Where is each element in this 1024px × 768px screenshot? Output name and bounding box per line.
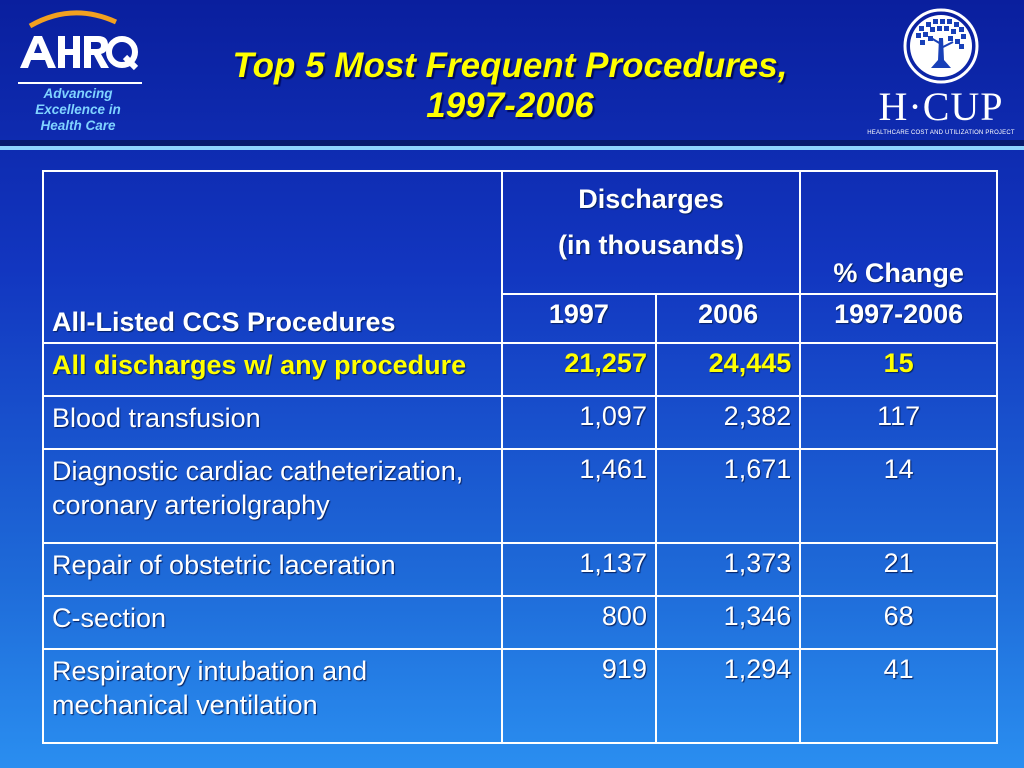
value-2006: 1,346: [654, 595, 802, 651]
slide-title: Top 5 Most Frequent Procedures, 1997-200…: [150, 46, 870, 126]
row-label: Blood transfusion: [42, 395, 503, 451]
table-row: Repair of obstetric laceration 1,137 1,3…: [42, 542, 998, 598]
col-header-change: % Change: [799, 170, 998, 295]
row-label: Repair of obstetric laceration: [42, 542, 503, 598]
header-divider-light: [0, 146, 1024, 150]
table-row: Diagnostic cardiac catheterization, coro…: [42, 448, 998, 545]
value-1997: 1,461: [500, 448, 657, 545]
row-label: Diagnostic cardiac catheterization, coro…: [42, 448, 503, 545]
table-row: C-section 800 1,346 68: [42, 595, 998, 651]
col-header-discharges-line2: (in thousands): [558, 230, 745, 260]
row-label: Respiratory intubation and mechanical ve…: [42, 648, 503, 744]
value-change: 15: [799, 342, 998, 398]
value-1997: 919: [500, 648, 657, 744]
ahrq-tagline-line: Health Care: [40, 118, 116, 133]
slide-title-line2: 1997-2006: [426, 86, 594, 125]
value-change: 21: [799, 542, 998, 598]
header-divider-dark: [0, 140, 1024, 146]
table-row: Blood transfusion 1,097 2,382 117: [42, 395, 998, 451]
value-1997: 800: [500, 595, 657, 651]
ahrq-tagline: Advancing Excellence in Health Care: [8, 86, 148, 134]
ahrq-logo: [20, 10, 138, 71]
col-header-period: 1997-2006: [799, 292, 998, 345]
hcup-tree-icon: [903, 8, 979, 84]
table-row-total: All discharges w/ any procedure 21,257 2…: [42, 342, 998, 398]
col-header-discharges-line1: Discharges: [578, 184, 724, 214]
ahrq-divider: [18, 82, 142, 84]
value-2006: 2,382: [654, 395, 802, 451]
row-label: All discharges w/ any procedure: [42, 342, 503, 398]
value-2006: 1,373: [654, 542, 802, 598]
value-2006: 1,294: [654, 648, 802, 744]
table-header-row: All-Listed CCS Procedures Discharges (in…: [42, 169, 998, 345]
procedures-table: All-Listed CCS Procedures Discharges (in…: [42, 169, 998, 744]
table-subheader-row: 1997 2006 1997-2006: [43, 292, 998, 345]
col-header-2006: 2006: [654, 292, 802, 345]
row-label: C-section: [42, 595, 503, 651]
value-1997: 1,137: [500, 542, 657, 598]
slide-title-line1: Top 5 Most Frequent Procedures,: [232, 46, 788, 85]
value-change: 68: [799, 595, 998, 651]
value-change: 14: [799, 448, 998, 545]
col-header-1997: 1997: [500, 292, 657, 345]
hcup-name: H·CUP: [878, 84, 1004, 129]
value-2006: 24,445: [654, 342, 802, 398]
ahrq-tagline-line: Excellence in: [35, 102, 121, 117]
ahrq-tagline-line: Advancing: [43, 86, 113, 101]
value-1997: 21,257: [500, 342, 657, 398]
value-2006: 1,671: [654, 448, 802, 545]
value-change: 117: [799, 395, 998, 451]
col-header-discharges: Discharges (in thousands): [500, 170, 802, 295]
table-row: Respiratory intubation and mechanical ve…: [42, 648, 998, 744]
ahrq-logo-block: Advancing Excellence in Health Care: [8, 8, 142, 138]
hcup-logo-block: H·CUP HEALTHCARE COST AND UTILIZATION PR…: [866, 8, 1016, 138]
hcup-subtitle: HEALTHCARE COST AND UTILIZATION PROJECT: [867, 130, 1015, 136]
col-header-procedures: All-Listed CCS Procedures: [42, 169, 503, 345]
value-1997: 1,097: [500, 395, 657, 451]
slide-header: Advancing Excellence in Health Care Top …: [0, 0, 1024, 148]
value-change: 41: [799, 648, 998, 744]
